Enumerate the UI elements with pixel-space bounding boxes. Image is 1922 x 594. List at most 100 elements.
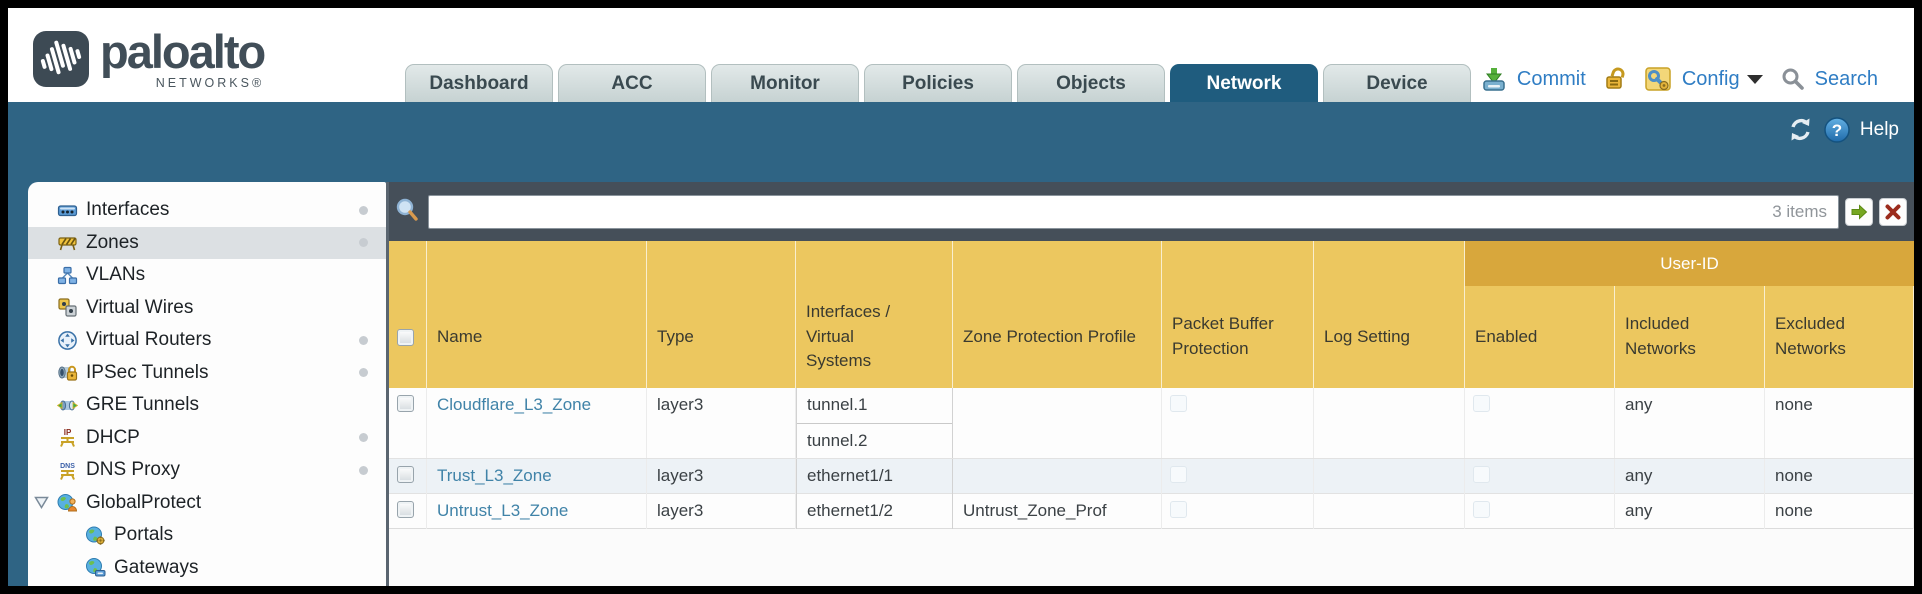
- select-all-cell: [389, 241, 427, 388]
- tab-monitor[interactable]: Monitor: [711, 64, 859, 102]
- user-id-enabled-checkbox: [1473, 466, 1490, 483]
- column-header-type[interactable]: Type: [647, 241, 796, 388]
- refresh-icon[interactable]: [1787, 116, 1814, 143]
- search-icon[interactable]: [1780, 66, 1806, 92]
- commit-button[interactable]: Commit: [1516, 67, 1586, 90]
- table-row: Untrust_L3_Zone layer3 ethernet1/2 Untru…: [389, 493, 1914, 529]
- sidebar-item-virtual-wires[interactable]: Virtual Wires: [28, 292, 386, 325]
- sidebar-item-globalprotect[interactable]: GlobalProtect: [28, 487, 386, 520]
- zone-name-link[interactable]: Untrust_L3_Zone: [437, 501, 569, 520]
- network-sidebar: Interfaces Zones VLANs: [28, 182, 386, 586]
- sidebar-item-vlans[interactable]: VLANs: [28, 259, 386, 292]
- zone-interfaces-cell: ethernet1/1: [796, 459, 953, 494]
- excluded-networks: none: [1765, 494, 1914, 529]
- help-label[interactable]: Help: [1859, 118, 1899, 140]
- zone-interfaces-cell: ethernet1/2: [796, 494, 953, 529]
- row-checkbox[interactable]: [397, 501, 414, 518]
- zones-content-panel: 3 items User-ID Name Type Interfaces / V…: [386, 182, 1914, 586]
- sidebar-item-label: Virtual Wires: [86, 296, 194, 318]
- gre-tunnels-icon: [57, 400, 78, 411]
- sidebar-item-portals[interactable]: Portals: [28, 519, 386, 552]
- zones-filter-input[interactable]: [428, 194, 1839, 229]
- clear-filter-button[interactable]: [1879, 197, 1907, 226]
- included-networks: any: [1615, 459, 1765, 494]
- config-icon[interactable]: [1643, 65, 1673, 93]
- column-header-excluded-networks[interactable]: Excluded Networks: [1765, 286, 1914, 388]
- interface-entry: tunnel.2: [797, 423, 952, 458]
- status-dot: [359, 465, 368, 475]
- virtual-wires-icon: [58, 298, 77, 317]
- brand-wordmark: paloalto: [100, 25, 266, 78]
- sidebar-item-dns-proxy[interactable]: DNS DNS Proxy: [28, 454, 386, 487]
- excluded-networks: none: [1765, 388, 1914, 458]
- status-dot: [359, 238, 368, 248]
- excluded-networks: none: [1765, 459, 1914, 494]
- zones-table-header: User-ID Name Type Interfaces / Virtual S…: [389, 241, 1914, 388]
- tab-acc[interactable]: ACC: [558, 64, 706, 102]
- sidebar-item-gateways[interactable]: Gateways: [28, 552, 386, 585]
- paloalto-logo: paloalto NETWORKS®: [32, 24, 266, 90]
- utility-bar: ? Help: [1787, 116, 1899, 143]
- select-all-checkbox[interactable]: [397, 328, 414, 346]
- zone-interfaces-cell: tunnel.1 tunnel.2: [796, 388, 953, 458]
- expand-caret-icon[interactable]: [34, 496, 49, 509]
- svg-text:IP: IP: [64, 428, 72, 437]
- zone-protection-profile: Untrust_Zone_Prof: [953, 494, 1162, 529]
- sidebar-item-label: Zones: [86, 231, 139, 253]
- filter-search-icon[interactable]: [394, 197, 422, 227]
- sidebar-item-label: VLANs: [86, 264, 146, 286]
- main-nav-tabs: Dashboard ACC Monitor Policies Objects N…: [405, 64, 1471, 102]
- row-checkbox[interactable]: [397, 395, 414, 412]
- zone-protection-profile: [953, 388, 1162, 458]
- sidebar-item-ipsec-tunnels[interactable]: IPSec Tunnels: [28, 357, 386, 390]
- tab-dashboard[interactable]: Dashboard: [405, 64, 553, 102]
- search-button[interactable]: Search: [1814, 67, 1878, 90]
- sidebar-item-interfaces[interactable]: Interfaces: [28, 194, 386, 227]
- tab-policies[interactable]: Policies: [864, 64, 1012, 102]
- brand-networks-label: NETWORKS®: [155, 76, 265, 90]
- column-header-packet-buffer[interactable]: Packet Buffer Protection: [1162, 241, 1314, 388]
- interface-entry: ethernet1/1: [807, 466, 894, 485]
- header-action-bar: Commit Config Search: [1480, 62, 1878, 96]
- sidebar-item-dhcp[interactable]: IP DHCP: [28, 422, 386, 455]
- sidebar-item-label: Virtual Routers: [86, 329, 212, 351]
- zone-protection-profile: [953, 459, 1162, 494]
- config-caret-icon[interactable]: [1746, 74, 1763, 84]
- status-dot: [359, 205, 368, 215]
- interface-entry: tunnel.1: [807, 395, 868, 414]
- zone-name-link[interactable]: Trust_L3_Zone: [437, 466, 552, 485]
- tab-device[interactable]: Device: [1323, 64, 1471, 102]
- sidebar-item-gre-tunnels[interactable]: GRE Tunnels: [28, 389, 386, 422]
- config-menu[interactable]: Config: [1681, 67, 1740, 90]
- help-icon[interactable]: ?: [1824, 116, 1850, 143]
- column-header-included-networks[interactable]: Included Networks: [1615, 286, 1765, 388]
- sidebar-item-label: Interfaces: [86, 199, 170, 221]
- sidebar-item-virtual-routers[interactable]: Virtual Routers: [28, 324, 386, 357]
- apply-filter-button[interactable]: [1845, 197, 1873, 226]
- sidebar-item-label: GlobalProtect: [86, 491, 202, 513]
- table-bottom-border: [389, 528, 1914, 529]
- column-header-enabled[interactable]: Enabled: [1465, 286, 1615, 388]
- user-id-enabled-checkbox: [1473, 395, 1490, 412]
- green-arrow-icon: [1851, 203, 1868, 220]
- column-header-log-setting[interactable]: Log Setting: [1314, 241, 1465, 388]
- status-dot: [359, 433, 368, 443]
- portals-icon: [86, 526, 105, 545]
- column-header-name[interactable]: Name: [427, 241, 647, 388]
- column-header-zone-protection[interactable]: Zone Protection Profile: [953, 241, 1162, 388]
- zone-name-link[interactable]: Cloudflare_L3_Zone: [437, 395, 592, 414]
- vlans-icon: [57, 266, 78, 284]
- commit-icon[interactable]: [1480, 65, 1508, 93]
- items-count: 3 items: [1772, 201, 1827, 221]
- log-setting: [1314, 388, 1465, 458]
- column-header-interfaces[interactable]: Interfaces / Virtual Systems: [796, 241, 953, 388]
- zone-type: layer3: [647, 459, 796, 494]
- row-checkbox[interactable]: [397, 466, 414, 483]
- tab-objects[interactable]: Objects: [1017, 64, 1165, 102]
- gateways-icon: [86, 558, 106, 577]
- status-dot: [359, 335, 368, 345]
- tab-network[interactable]: Network: [1170, 64, 1318, 102]
- log-setting: [1314, 494, 1465, 529]
- sidebar-item-zones[interactable]: Zones: [28, 226, 386, 259]
- lock-icon[interactable]: [1601, 66, 1628, 93]
